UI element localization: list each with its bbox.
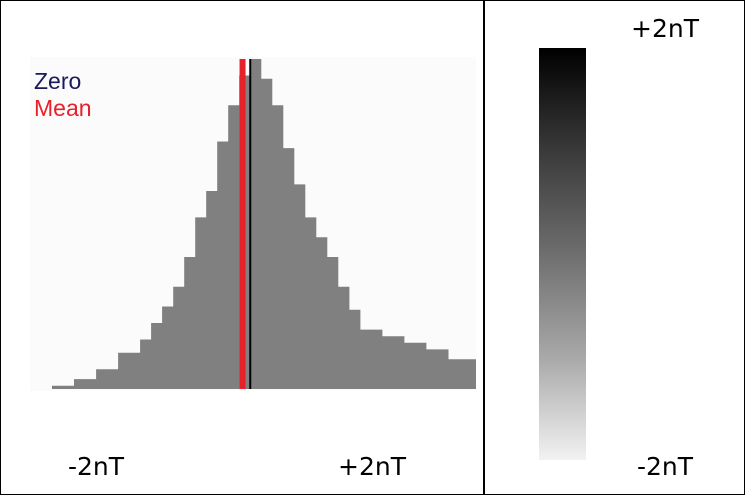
colorbar-panel: +2nT -2nT (485, 0, 745, 495)
colorbar-gradient (539, 48, 586, 460)
legend-mean-label: Mean (34, 95, 92, 121)
x-tick-label: -2nT (68, 452, 125, 481)
colorbar-bottom-label: -2nT (637, 452, 694, 481)
histogram-panel: Zero Mean -2nT +2nT (30, 57, 476, 481)
legend-zero-label: Zero (34, 68, 82, 94)
histogram-area (30, 59, 476, 389)
marker-lines (239, 59, 252, 389)
x-tick-label: +2nT (338, 452, 406, 481)
colorbar-top-label: +2nT (631, 14, 699, 43)
histogram-chart (30, 57, 476, 391)
histogram-series (30, 59, 476, 389)
panel-divider (483, 0, 485, 495)
